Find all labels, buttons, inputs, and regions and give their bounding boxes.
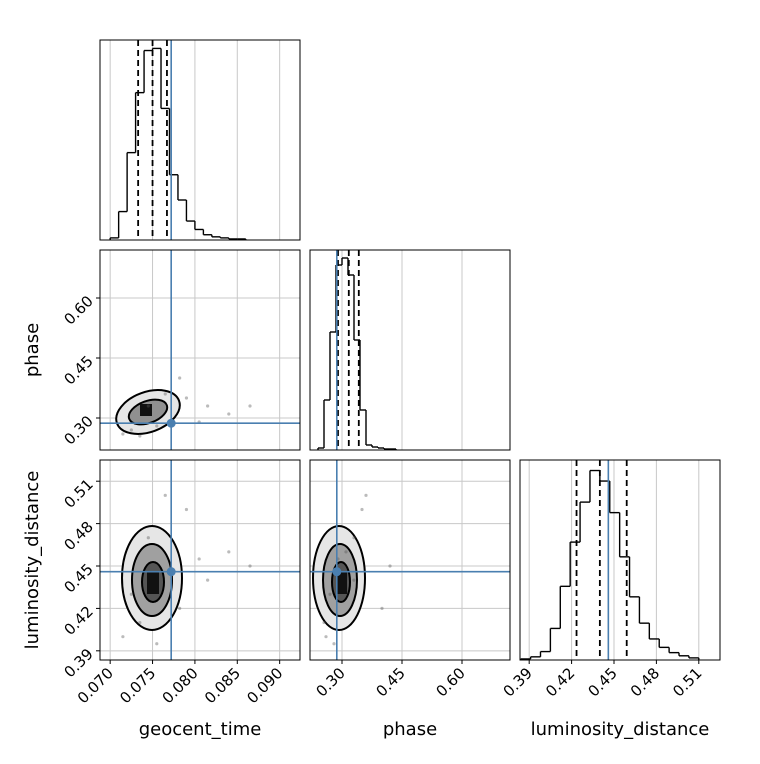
sample-point xyxy=(352,536,356,540)
sample-point xyxy=(121,432,125,436)
sample-point xyxy=(227,550,231,554)
x-tick-label: 0.42 xyxy=(542,664,578,700)
sample-point xyxy=(155,642,159,646)
sample-point xyxy=(322,620,326,625)
sample-point xyxy=(360,507,364,512)
sample-point xyxy=(206,404,210,408)
sample-point xyxy=(178,376,182,380)
sample-point xyxy=(163,493,167,497)
x-tick-label: 0.090 xyxy=(243,664,286,707)
sample-point xyxy=(146,536,150,540)
sample-point xyxy=(248,564,252,568)
y-tick-label: 0.30 xyxy=(60,412,96,448)
panel-frame xyxy=(99,39,301,241)
y-tick-label: 0.51 xyxy=(60,475,96,511)
panel-frame xyxy=(99,459,301,661)
sample-point xyxy=(184,507,189,512)
density-contours xyxy=(115,389,366,631)
panel-frame xyxy=(309,459,511,661)
sample-point xyxy=(155,424,159,428)
sample-point xyxy=(364,493,368,497)
x-tick-label: 0.075 xyxy=(116,664,159,707)
x-axis-label: phase xyxy=(383,719,437,740)
y-axis-label: phase xyxy=(22,323,43,377)
x-tick-label: 0.45 xyxy=(584,664,620,700)
sample-point xyxy=(206,578,210,582)
truth-marker xyxy=(166,418,176,428)
y-tick-label: 0.42 xyxy=(60,603,96,639)
y-tick-label: 0.60 xyxy=(60,292,96,328)
sample-point xyxy=(388,564,392,568)
y-tick-label: 0.45 xyxy=(60,560,96,596)
x-tick-label: 0.45 xyxy=(372,664,408,700)
sample-point xyxy=(324,635,328,639)
x-axis-label: geocent_time xyxy=(139,719,262,740)
contour-core xyxy=(140,404,152,416)
y-tick-label: 0.45 xyxy=(60,352,96,388)
x-tick-label: 0.085 xyxy=(201,664,244,707)
sample-point xyxy=(328,592,332,596)
sample-point xyxy=(121,635,125,639)
sample-point xyxy=(138,620,142,625)
sample-point xyxy=(332,642,336,646)
sample-point xyxy=(163,392,167,396)
contour-core xyxy=(147,572,159,594)
contour-core xyxy=(336,572,347,594)
sample-point xyxy=(352,578,356,582)
sample-point xyxy=(197,557,201,561)
x-tick-label: 0.60 xyxy=(432,664,468,700)
sample-point xyxy=(184,396,189,400)
sample-point xyxy=(146,404,150,408)
sample-point xyxy=(344,550,348,554)
truth-marker xyxy=(166,567,176,577)
panel-frame xyxy=(99,249,301,451)
x-tick-label: 0.080 xyxy=(159,664,202,707)
sample-point xyxy=(248,404,252,408)
y-tick-label: 0.48 xyxy=(60,518,96,554)
y-axis-label: luminosity_distance xyxy=(22,471,43,650)
sample-point xyxy=(129,428,133,432)
panel-frame xyxy=(309,249,511,451)
sample-point xyxy=(227,412,231,416)
sample-point xyxy=(138,434,142,438)
x-tick-label: 0.39 xyxy=(500,664,536,700)
x-tick-label: 0.30 xyxy=(312,664,348,700)
sample-point xyxy=(380,606,384,611)
truth-marker xyxy=(332,567,342,577)
sample-point xyxy=(129,592,133,596)
x-axis-label: luminosity_distance xyxy=(531,719,710,740)
sample-point xyxy=(178,606,182,611)
x-tick-label: 0.51 xyxy=(669,664,705,700)
panel-frame xyxy=(519,459,721,661)
x-tick-label: 0.48 xyxy=(627,664,663,700)
